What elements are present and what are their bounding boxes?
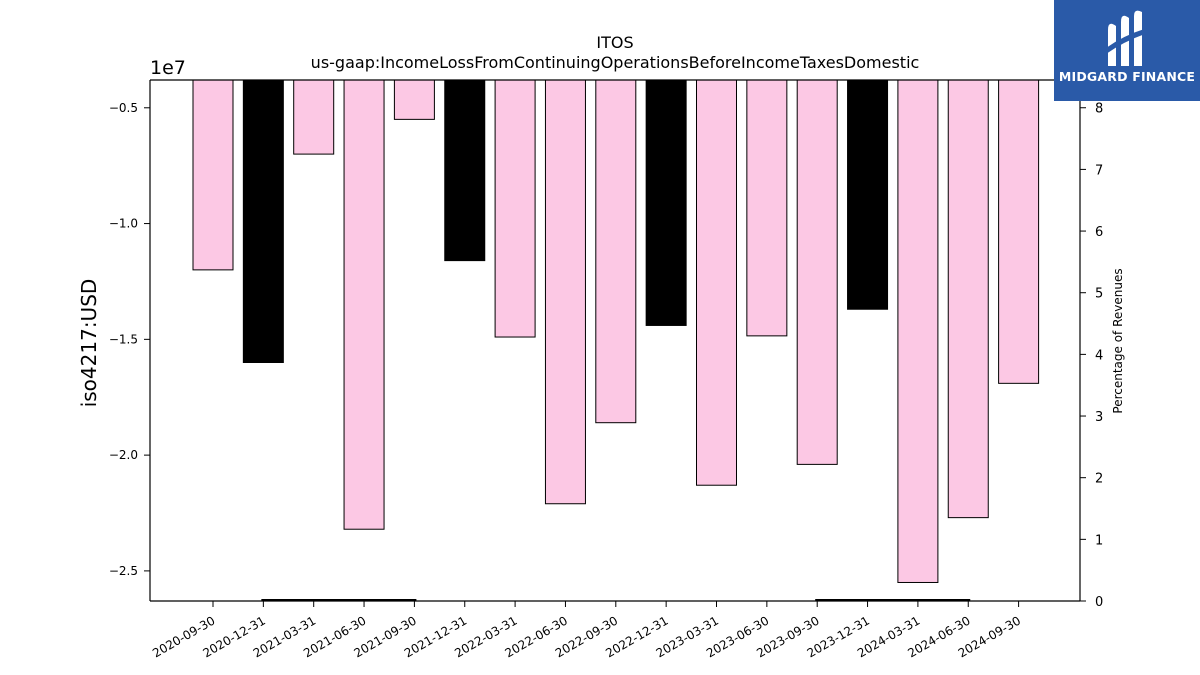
bar-2023-09-30 xyxy=(796,79,838,465)
y-tick-label: −1.0 xyxy=(109,217,138,231)
bar-2021-03-31 xyxy=(293,79,335,155)
bars-layer xyxy=(192,79,1040,583)
y-tick-label: −1.5 xyxy=(109,332,138,346)
bar-2023-03-31 xyxy=(696,79,737,486)
y-axis-label: iso4217:USD xyxy=(77,279,101,408)
y2-tick-label: 0 xyxy=(1095,595,1103,610)
y-tick-label: −2.5 xyxy=(109,564,138,578)
y2-tick-label: 5 xyxy=(1095,287,1103,302)
bar-2020-09-30 xyxy=(192,79,234,271)
bar-2024-03-31 xyxy=(897,79,939,583)
y2-tick-label: 4 xyxy=(1095,348,1103,363)
bar-2023-06-30 xyxy=(746,79,788,337)
y-tick-label: −0.5 xyxy=(109,101,138,115)
bar-2022-03-31 xyxy=(494,79,536,338)
bar-2023-12-31 xyxy=(847,79,889,310)
y2-tick-label: 6 xyxy=(1095,225,1103,240)
y2-tick-label: 1 xyxy=(1095,533,1103,548)
bar-2020-12-31 xyxy=(242,79,284,363)
bar-2022-06-30 xyxy=(544,79,586,505)
y2-tick-label: 3 xyxy=(1095,410,1103,425)
bar-2021-12-31 xyxy=(444,79,486,262)
bar-2021-06-30 xyxy=(343,79,385,530)
chart-subtitle: us-gaap:IncomeLossFromContinuingOperatio… xyxy=(311,53,920,72)
y2-axis-label: Percentage of Revenues xyxy=(1111,268,1125,413)
midgard-logo-icon xyxy=(1106,10,1148,67)
bar-2022-12-31 xyxy=(645,79,687,326)
chart-title: ITOS xyxy=(596,33,633,52)
y-tick-label: −2.0 xyxy=(109,448,138,462)
bar-2022-09-30 xyxy=(595,79,637,424)
bar-2021-09-30 xyxy=(393,79,435,120)
midgard-finance-logo: MIDGARD FINANCE xyxy=(1054,0,1200,101)
y2-tick-label: 8 xyxy=(1095,102,1103,117)
y2-tick-label: 7 xyxy=(1095,163,1103,178)
bar-2024-09-30 xyxy=(998,79,1040,384)
bar-2024-06-30 xyxy=(947,79,989,519)
logo-text: MIDGARD FINANCE xyxy=(1058,69,1196,84)
y2-tick-label: 2 xyxy=(1095,472,1103,487)
y-offset-label: 1e7 xyxy=(150,57,186,79)
